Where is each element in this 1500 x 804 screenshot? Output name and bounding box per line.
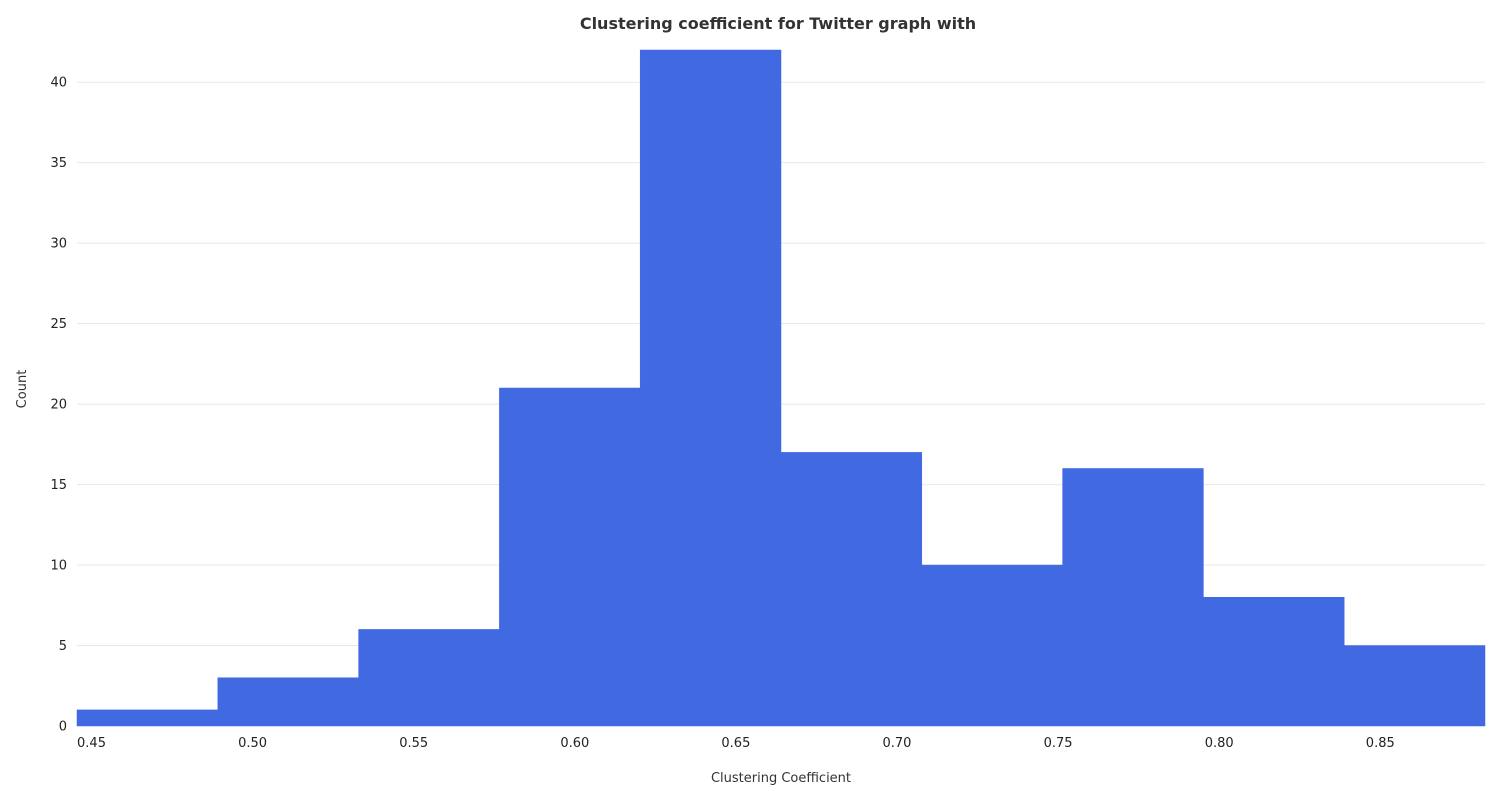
x-tick-label: 0.65 <box>721 736 750 751</box>
x-tick-label: 0.70 <box>883 736 912 751</box>
x-tick-label: 0.50 <box>238 736 267 751</box>
x-tick-label: 0.85 <box>1366 736 1395 751</box>
x-axis-label: Clustering Coefficient <box>711 771 851 786</box>
y-tick-label: 30 <box>50 237 67 252</box>
x-axis-ticks: 0.45 0.50 0.55 0.60 0.65 0.70 0.75 0.80 0.85 <box>77 736 1395 751</box>
histogram-bar-7 <box>921 564 1063 727</box>
y-tick-label: 15 <box>50 478 67 493</box>
x-tick-label: 0.80 <box>1205 736 1234 751</box>
histogram-bar-5 <box>639 49 782 727</box>
histogram-bar-2 <box>217 677 359 727</box>
x-tick-label: 0.45 <box>77 736 106 751</box>
histogram-bar-10 <box>1343 645 1486 727</box>
histogram-bar-4 <box>499 387 641 727</box>
y-tick-label: 35 <box>50 156 67 171</box>
y-axis-label: Count <box>15 370 30 409</box>
histogram-bar-9 <box>1203 596 1345 727</box>
y-tick-label: 25 <box>50 317 67 332</box>
chart-title: Clustering coefficient for Twitter graph… <box>580 14 976 33</box>
x-tick-label: 0.75 <box>1044 736 1073 751</box>
y-axis-ticks: 0 5 10 15 20 25 30 35 40 <box>50 76 67 735</box>
histogram-bar-1 <box>76 709 219 727</box>
y-tick-label: 0 <box>59 720 67 735</box>
y-tick-label: 10 <box>50 559 67 574</box>
x-tick-label: 0.60 <box>560 736 589 751</box>
histogram-bar-3 <box>358 629 500 727</box>
histogram-bars <box>76 49 1486 727</box>
x-tick-label: 0.55 <box>399 736 428 751</box>
y-tick-label: 5 <box>59 639 67 654</box>
histogram-bar-6 <box>780 452 923 727</box>
y-tick-label: 40 <box>50 76 67 91</box>
y-tick-label: 20 <box>50 398 67 413</box>
histogram-bar-8 <box>1062 468 1204 727</box>
